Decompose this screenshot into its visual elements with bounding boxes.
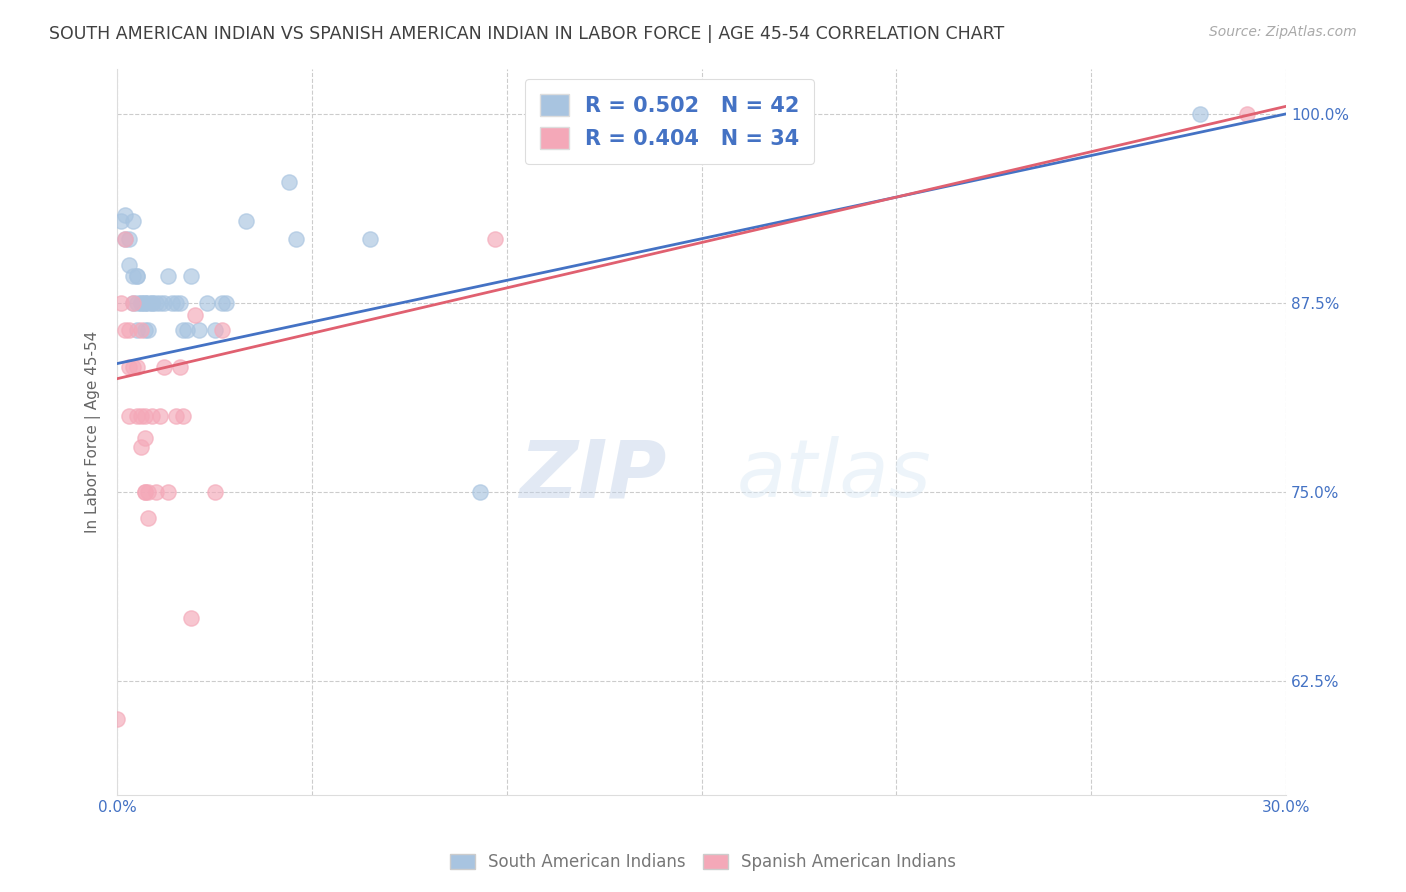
Point [105,712,128,726]
Point [215,296,238,310]
Point [156,485,179,500]
Point [277,175,299,189]
Point [145,296,167,310]
Point [285,232,308,246]
Point [360,232,382,246]
Point [134,296,156,310]
Point [129,409,152,424]
Point [118,232,141,246]
Point [160,296,183,310]
Text: SOUTH AMERICAN INDIAN VS SPANISH AMERICAN INDIAN IN LABOR FORCE | AGE 45-54 CORR: SOUTH AMERICAN INDIAN VS SPANISH AMERICA… [49,25,1004,43]
Point [1236,107,1258,121]
Point [121,296,143,310]
Point [125,268,148,283]
Point [211,296,233,310]
Point [114,208,136,222]
Point [118,359,141,374]
Point [141,296,163,310]
Point [121,268,143,283]
Point [176,323,198,337]
Legend: South American Indians, Spanish American Indians: South American Indians, Spanish American… [441,845,965,880]
Point [211,323,233,337]
Point [110,296,132,310]
Point [134,485,156,500]
Point [129,323,152,337]
Point [138,511,160,525]
Point [156,268,179,283]
Point [173,323,195,337]
Point [149,409,172,424]
Point [121,359,143,374]
Point [1189,107,1212,121]
Point [114,232,136,246]
Point [188,323,211,337]
Point [149,296,172,310]
Point [180,610,202,624]
Point [169,359,191,374]
Point [129,440,152,454]
Point [204,323,226,337]
Point [125,323,148,337]
Text: ZIP: ZIP [519,436,666,514]
Point [121,214,143,228]
Point [165,296,187,310]
Point [114,232,136,246]
Point [118,323,141,337]
Point [468,485,491,500]
Point [165,409,187,424]
Point [125,296,148,310]
Point [173,409,195,424]
Point [145,485,167,500]
Point [129,296,152,310]
Point [121,296,143,310]
Point [134,431,156,445]
Point [125,409,148,424]
Point [110,214,132,228]
Point [125,268,148,283]
Text: atlas: atlas [737,436,931,514]
Text: Source: ZipAtlas.com: Source: ZipAtlas.com [1209,25,1357,39]
Point [129,296,152,310]
Point [125,359,148,374]
Point [153,296,176,310]
Point [195,296,218,310]
Point [134,485,156,500]
Point [169,296,191,310]
Point [138,485,160,500]
Legend: R = 0.502   N = 42, R = 0.404   N = 34: R = 0.502 N = 42, R = 0.404 N = 34 [524,78,814,164]
Point [118,409,141,424]
Point [153,359,176,374]
Point [134,409,156,424]
Point [118,258,141,272]
Point [235,214,257,228]
Point [138,296,160,310]
Point [138,323,160,337]
Y-axis label: In Labor Force | Age 45-54: In Labor Force | Age 45-54 [86,330,101,533]
Point [180,268,202,283]
Point [141,296,163,310]
Point [134,323,156,337]
Point [184,308,207,322]
Point [141,409,163,424]
Point [484,232,506,246]
Point [114,323,136,337]
Point [204,485,226,500]
Point [134,296,156,310]
